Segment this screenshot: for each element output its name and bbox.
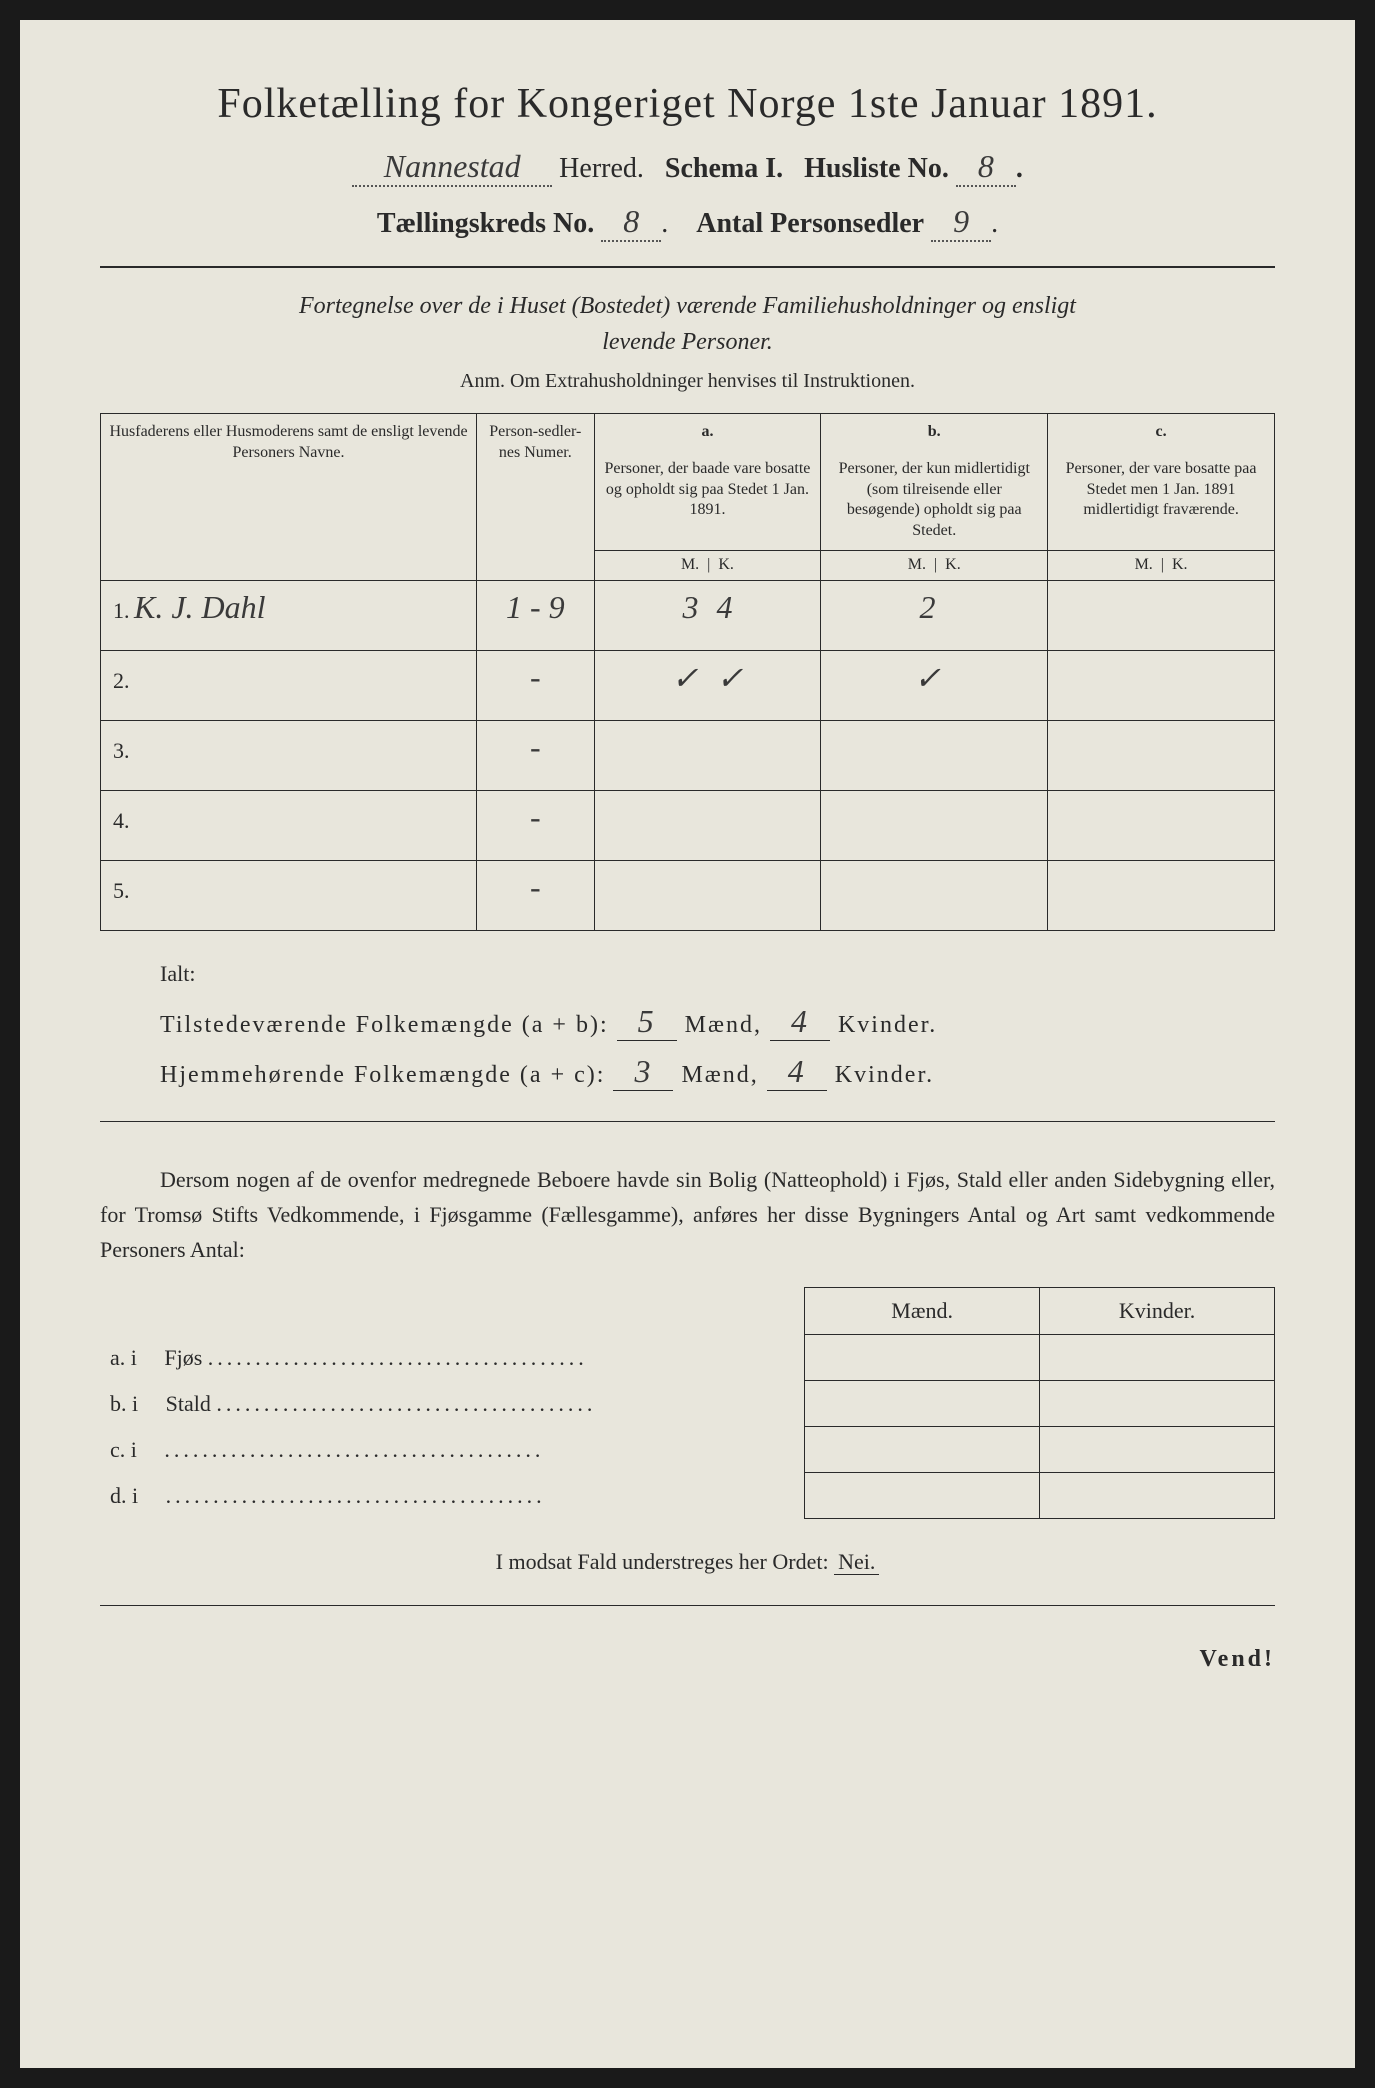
outbuilding-table: Mænd. Kvinder. a. i Fjøs b. i Stald c. i… <box>100 1287 1275 1519</box>
present-women: 4 <box>770 1003 830 1041</box>
nei-word: Nei. <box>834 1549 879 1575</box>
outbuilding-row: a. i Fjøs <box>100 1335 1275 1381</box>
outbuilding-row: b. i Stald <box>100 1381 1275 1427</box>
header-line-2: Nannestad Herred. Schema I. Husliste No.… <box>100 148 1275 187</box>
table-row: 4. - <box>101 790 1275 860</box>
page-title: Folketælling for Kongeriget Norge 1ste J… <box>100 80 1275 128</box>
kreds-label: Tællingskreds No. <box>377 208 594 239</box>
herred-label: Herred. <box>559 153 644 184</box>
col-header-b-text: Personer, der kun midlertidigt (som tilr… <box>821 451 1048 551</box>
census-form-page: Folketælling for Kongeriget Norge 1ste J… <box>20 20 1355 2068</box>
col-header-number: Person-sedler-nes Numer. <box>477 414 595 581</box>
totals-line-1: Tilstedeværende Folkemængde (a + b): 5 M… <box>160 1003 1215 1041</box>
outbuilding-row: d. i <box>100 1473 1275 1519</box>
col-header-c-text: Personer, der vare bosatte paa Stedet me… <box>1048 451 1275 551</box>
resident-men: 3 <box>613 1053 673 1091</box>
table-row: 3. - <box>101 720 1275 790</box>
personsedler-label: Antal Personsedler <box>696 208 924 239</box>
col-header-c-label: c. <box>1048 414 1275 451</box>
ialt-label: Ialt: <box>160 961 1215 987</box>
col-maend: Mænd. <box>805 1288 1040 1335</box>
totals-section: Ialt: Tilstedeværende Folkemængde (a + b… <box>160 961 1215 1091</box>
personsedler-value: 9 <box>931 203 991 242</box>
schema-label: Schema I. <box>665 153 783 184</box>
vend-instruction: Vend! <box>100 1646 1275 1673</box>
header-line-3: Tællingskreds No. 8. Antal Personsedler … <box>100 203 1275 242</box>
col-header-b-label: b. <box>821 414 1048 451</box>
totals-line-2: Hjemmehørende Folkemængde (a + c): 3 Mæn… <box>160 1053 1215 1091</box>
kreds-value: 8 <box>601 203 661 242</box>
col-header-a-label: a. <box>594 414 821 451</box>
subtitle: Fortegnelse over de i Huset (Bostedet) v… <box>100 288 1275 360</box>
table-row: 2. - ✓ ✓ ✓ <box>101 650 1275 720</box>
annotation: Anm. Om Extrahusholdninger henvises til … <box>100 370 1275 393</box>
divider <box>100 266 1275 268</box>
present-men: 5 <box>617 1003 677 1041</box>
col-header-a-text: Personer, der baade vare bosatte og opho… <box>594 451 821 551</box>
resident-women: 4 <box>767 1053 827 1091</box>
table-row: 1. K. J. Dahl 1 - 9 3 4 2 <box>101 580 1275 650</box>
footer-line: I modsat Fald understreges her Ordet: Ne… <box>100 1549 1275 1575</box>
husliste-label: Husliste No. <box>804 153 949 184</box>
herred-value: Nannestad <box>352 148 552 187</box>
col-header-name: Husfaderens eller Husmoderens samt de en… <box>101 414 477 581</box>
outbuilding-row: c. i <box>100 1427 1275 1473</box>
outbuilding-paragraph: Dersom nogen af de ovenfor medregnede Be… <box>100 1162 1275 1268</box>
table-row: 5. - <box>101 860 1275 930</box>
main-census-table: Husfaderens eller Husmoderens samt de en… <box>100 413 1275 931</box>
col-kvinder: Kvinder. <box>1040 1288 1275 1335</box>
husliste-value: 8 <box>956 148 1016 187</box>
